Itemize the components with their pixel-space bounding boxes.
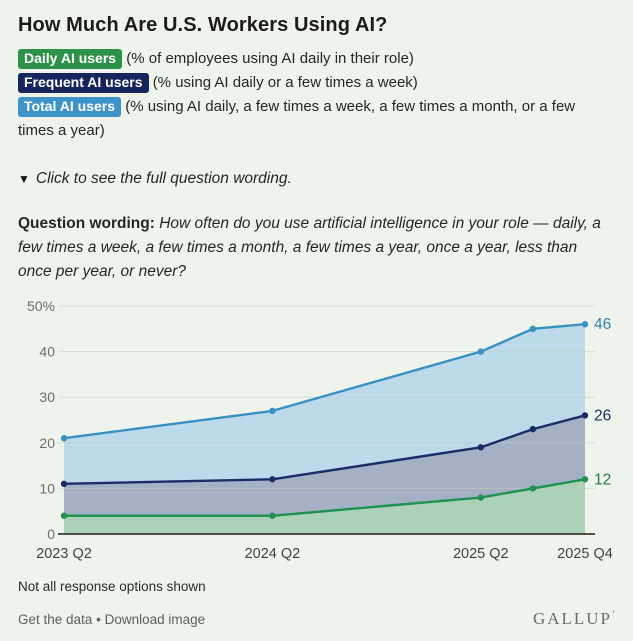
data-point [269,407,276,415]
footer-links-separator: • [96,611,101,627]
legend-desc-daily: (% of employees using AI daily in their … [126,50,414,67]
data-point [477,444,484,451]
footer-links: Get the data • Download image [18,612,205,627]
data-point [269,512,276,519]
gallup-logo-text: GALLUP [532,609,612,628]
data-point [269,476,276,483]
data-point [60,435,68,442]
chevron-down-icon: ▼ [18,172,30,186]
y-tick-label: 40 [39,344,55,360]
data-point [60,480,68,488]
footer: Get the data • Download image GALLUP’ [18,609,615,629]
series-end-value-label: 46 [594,316,611,333]
chart-svg: 50% 40 30 20 10 0 46 26 12 2023 Q2 2024 Q2 2025 Q2 2… [27,298,613,562]
question-wording: Question wording: How often do you use a… [18,212,615,284]
data-point [581,476,589,483]
legend-desc-frequent: (% using AI daily or a few times a week) [152,74,418,91]
x-tick-label: 2023 Q2 [36,546,92,562]
data-point [60,512,68,519]
chart-footnote: Not all response options shown [18,579,206,594]
get-the-data-link[interactable]: Get the data [18,611,93,627]
gallup-trademark: ’ [612,609,615,619]
y-tick-label: 30 [39,389,55,405]
legend-badge-daily: Daily AI users [18,49,123,69]
data-point [477,348,484,355]
data-point [581,321,589,328]
x-tick-label: 2025 Q2 [453,546,509,562]
chart-area: 50% 40 30 20 10 0 46 26 12 2023 Q2 2024 Q2 2025 Q2 2… [18,296,615,571]
question-wording-toggle[interactable]: ▼ Click to see the full question wording. [18,170,615,188]
data-point [529,485,537,492]
question-wording-label: Question wording: [18,215,155,232]
legend-badge-frequent: Frequent AI users [18,73,149,93]
y-tick-label: 10 [39,480,55,496]
legend-badge-total: Total AI users [18,97,122,117]
y-tick-label: 50% [27,298,55,314]
legend-item-frequent: Frequent AI users (% using AI daily or a… [18,71,615,95]
legend-item-total: Total AI users (% using AI daily, a few … [18,95,615,143]
legend-item-daily: Daily AI users (% of employees using AI … [18,47,615,71]
y-tick-label: 0 [47,526,55,542]
series-end-value-label: 26 [594,407,611,424]
data-point [529,325,537,332]
x-tick-label: 2024 Q2 [245,546,301,562]
data-point [529,425,537,433]
legend: Daily AI users (% of employees using AI … [18,47,615,143]
download-image-link[interactable]: Download image [104,611,206,627]
question-wording-text: How often do you use artificial intellig… [18,215,601,280]
legend-desc-total: (% using AI daily, a few times a week, a… [18,98,576,139]
gallup-logo: GALLUP’ [533,609,615,629]
data-point [581,412,589,419]
series-area-3 [64,479,585,534]
data-point [477,494,484,501]
series-end-value-label: 12 [594,471,611,488]
page-title: How Much Are U.S. Workers Using AI? [18,14,388,36]
y-tick-label: 20 [39,435,55,451]
question-wording-toggle-label: Click to see the full question wording. [35,170,292,187]
x-tick-label: 2025 Q4 [557,546,613,562]
